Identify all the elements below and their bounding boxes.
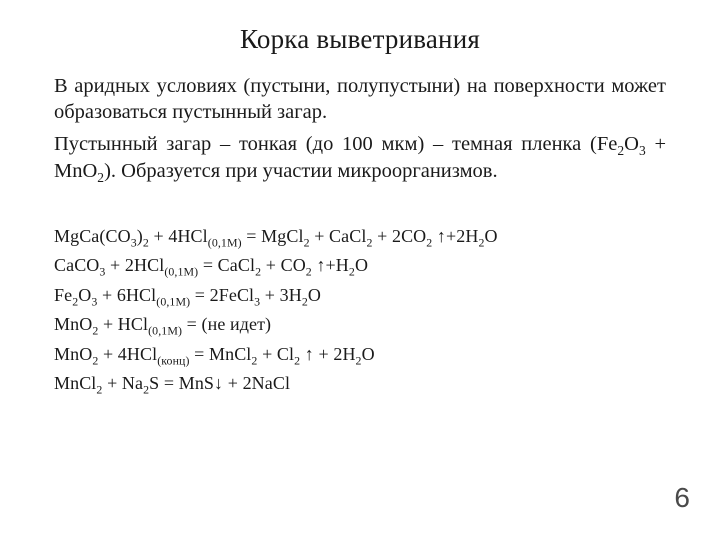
equation-2: CaCO3 + 2HCl(0,1M) = CaCl2 + CO2 ↑+H2O bbox=[54, 254, 666, 278]
page: Корка выветривания В аридных условиях (п… bbox=[0, 0, 720, 540]
eqn-text: O bbox=[355, 255, 368, 275]
eqn-text: + 2HCl bbox=[105, 255, 164, 275]
sub: (0,1M) bbox=[208, 235, 242, 249]
eqn-text: MnO bbox=[54, 314, 92, 334]
page-number: 6 bbox=[674, 482, 690, 514]
sub: (0,1M) bbox=[164, 265, 198, 279]
eqn-text: + 2CO bbox=[373, 226, 427, 246]
paragraph-2-text: O bbox=[624, 133, 639, 155]
sub: 3 bbox=[639, 144, 646, 159]
eqn-text: + CO bbox=[261, 255, 306, 275]
paragraph-2: Пустынный загар – тонкая (до 100 мкм) – … bbox=[54, 131, 666, 184]
eqn-text: = (не идет) bbox=[182, 314, 271, 334]
sub: (конц) bbox=[157, 353, 189, 367]
paragraph-2-text: Пустынный загар – тонкая (до 100 мкм) – … bbox=[54, 133, 617, 155]
eqn-text: CaCO bbox=[54, 255, 99, 275]
eqn-text: + CaCl bbox=[310, 226, 367, 246]
eqn-text: + 4HCl bbox=[149, 226, 208, 246]
eqn-text: ↑+2H bbox=[432, 226, 478, 246]
equation-5: MnO2 + 4HCl(конц) = MnCl2 + Cl2 ↑ + 2H2O bbox=[54, 343, 666, 367]
eqn-text: + Cl bbox=[257, 344, 294, 364]
equation-3: Fe2O3 + 6HCl(0,1M) = 2FeCl3 + 3H2O bbox=[54, 284, 666, 308]
sub: (0,1M) bbox=[148, 324, 182, 338]
eqn-text: + 4HCl bbox=[98, 344, 157, 364]
eqn-text: MnCl bbox=[54, 373, 96, 393]
eqn-text: MgCa(CO bbox=[54, 226, 131, 246]
eqn-text: S = MnS↓ + 2NaCl bbox=[149, 373, 290, 393]
eqn-text: + Na bbox=[102, 373, 143, 393]
eqn-text: = MnCl bbox=[190, 344, 252, 364]
eqn-text: ↑+H bbox=[312, 255, 349, 275]
equation-4: MnO2 + HCl(0,1M) = (не идет) bbox=[54, 313, 666, 337]
eqn-text: O bbox=[362, 344, 375, 364]
equation-1: MgCa(CO3)2 + 4HCl(0,1M) = MgCl2 + CaCl2 … bbox=[54, 225, 666, 249]
eqn-text: + 3H bbox=[260, 285, 302, 305]
paragraph-1: В аридных условиях (пустыни, полупустыни… bbox=[54, 73, 666, 125]
eqn-text: = CaCl bbox=[198, 255, 255, 275]
eqn-text: MnO bbox=[54, 344, 92, 364]
eqn-text: O bbox=[308, 285, 321, 305]
eqn-text: + 6HCl bbox=[97, 285, 156, 305]
eqn-text: Fe bbox=[54, 285, 72, 305]
eqn-text: = 2FeCl bbox=[190, 285, 254, 305]
equations-block: MgCa(CO3)2 + 4HCl(0,1M) = MgCl2 + CaCl2 … bbox=[54, 225, 666, 397]
eqn-text: = MgCl bbox=[242, 226, 304, 246]
equation-6: MnCl2 + Na2S = MnS↓ + 2NaCl bbox=[54, 372, 666, 396]
eqn-text: + HCl bbox=[98, 314, 148, 334]
sub: (0,1M) bbox=[156, 294, 190, 308]
paragraph-2-text: ). Образуется при участии микроорганизмо… bbox=[104, 160, 498, 182]
page-title: Корка выветривания bbox=[54, 24, 666, 55]
eqn-text: ↑ + 2H bbox=[300, 344, 355, 364]
eqn-text: O bbox=[78, 285, 91, 305]
eqn-text: O bbox=[485, 226, 498, 246]
